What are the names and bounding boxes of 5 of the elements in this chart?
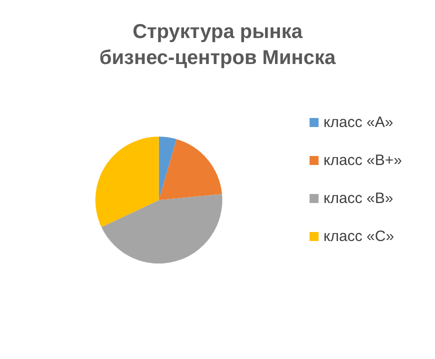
legend-label: класс «A» [324, 114, 394, 131]
legend-label: класс «B+» [324, 152, 402, 169]
legend-label: класс «B» [324, 190, 394, 207]
legend-label: класс «C» [324, 228, 394, 245]
chart-title: Структура рынка бизнес-центров Минска [99, 21, 336, 69]
